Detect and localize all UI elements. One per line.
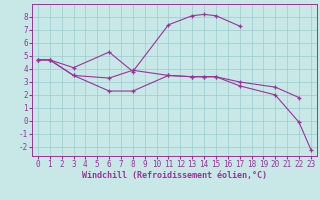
X-axis label: Windchill (Refroidissement éolien,°C): Windchill (Refroidissement éolien,°C) xyxy=(82,171,267,180)
